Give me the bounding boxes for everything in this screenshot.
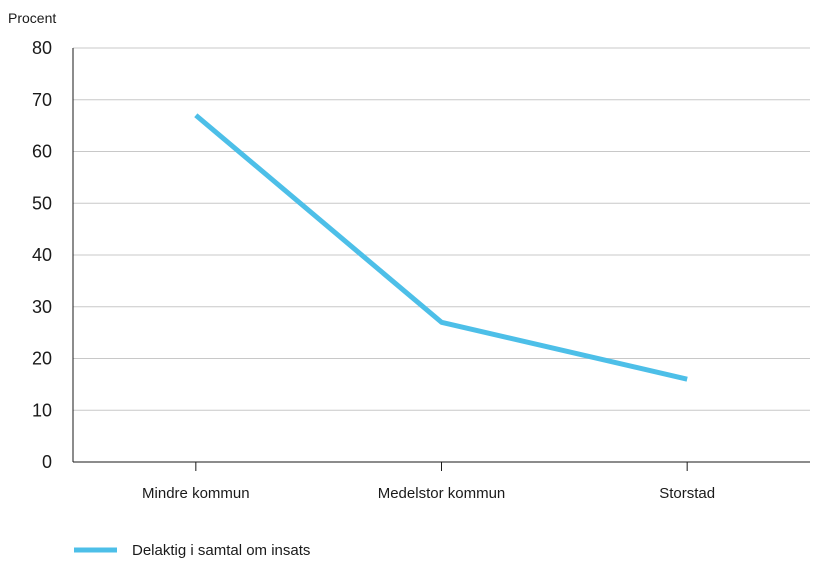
gridlines — [73, 47, 810, 411]
x-tick-label: Medelstor kommun — [378, 485, 506, 502]
legend: Delaktig i samtal om insats — [74, 542, 310, 559]
y-tick-label: 40 — [32, 245, 52, 265]
y-tick-label: 50 — [32, 193, 52, 213]
x-tick-labels: Mindre kommun Medelstor kommun Storstad — [142, 485, 715, 502]
y-tick-label: 10 — [32, 400, 52, 420]
y-tick-label: 60 — [32, 142, 52, 162]
y-tick-label: 80 — [32, 38, 52, 58]
x-axis — [72, 48, 810, 471]
y-tick-label: 20 — [32, 349, 52, 369]
y-tick-label: 0 — [42, 452, 52, 472]
x-tick-label: Mindre kommun — [142, 485, 250, 502]
y-tick-label: 30 — [32, 297, 52, 317]
series-line — [194, 113, 688, 382]
x-tick-label: Storstad — [659, 485, 715, 502]
legend-label: Delaktig i samtal om insats — [132, 542, 310, 559]
y-tick-labels: 0 10 20 30 40 50 60 70 80 — [32, 38, 52, 472]
y-tick-label: 70 — [32, 90, 52, 110]
series-lines — [194, 113, 688, 382]
y-axis-label: Procent — [8, 10, 56, 26]
